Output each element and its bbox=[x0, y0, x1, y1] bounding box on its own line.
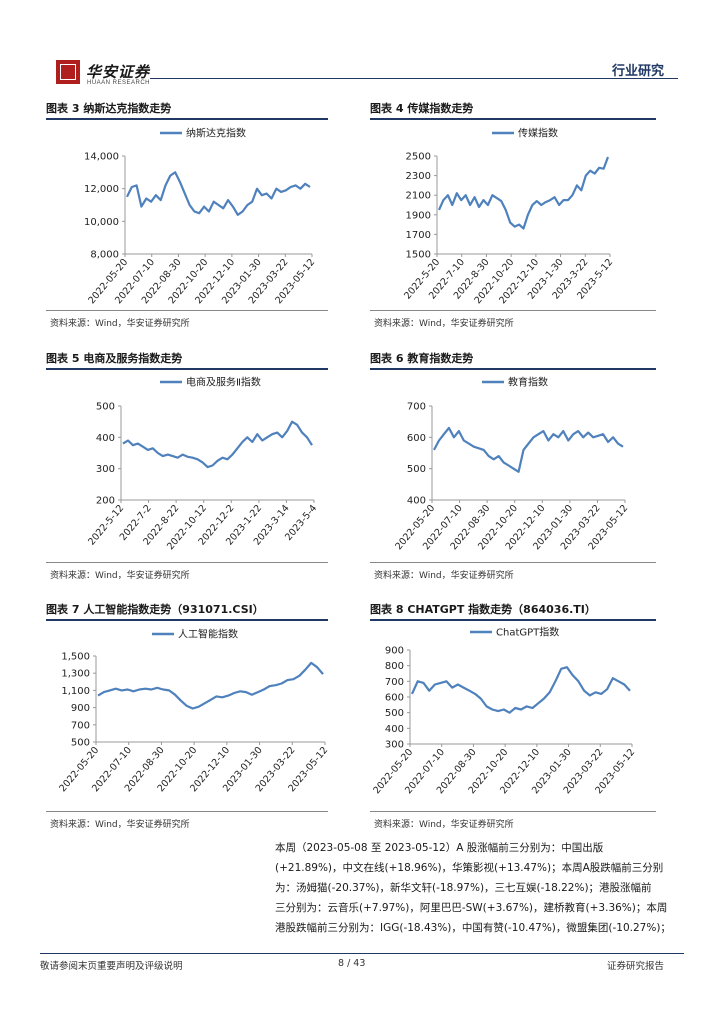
y-tick-label: 600 bbox=[407, 433, 426, 444]
figure-title-rule bbox=[46, 368, 328, 370]
y-tick-label: 400 bbox=[385, 724, 404, 735]
figure-source-rule bbox=[370, 562, 656, 563]
figure-title: 图表 4 传媒指数走势 bbox=[370, 102, 474, 115]
y-tick-label: 1700 bbox=[406, 230, 431, 241]
y-tick-label: 500 bbox=[96, 402, 115, 413]
figure-source: 资料来源：Wind，华安证券研究所 bbox=[50, 319, 190, 329]
y-tick-label: 400 bbox=[407, 496, 426, 507]
figure-title: 图表 7 人工智能指数走势（931071.CSI） bbox=[46, 603, 264, 616]
summary-line: 为：汤姆猫(-20.37%)，新华文轩(-18.97%)，三七互娱(-18.22… bbox=[275, 882, 652, 894]
figure-source: 资料来源：Wind，华安证券研究所 bbox=[374, 319, 514, 329]
y-tick-label: 900 bbox=[385, 646, 404, 657]
y-tick-label: 14,000 bbox=[84, 152, 119, 163]
y-tick-label: 1500 bbox=[406, 250, 431, 261]
figure-source-rule bbox=[46, 811, 328, 812]
company-logo bbox=[56, 60, 80, 84]
figure-source: 资料来源：Wind，华安证券研究所 bbox=[374, 571, 514, 581]
y-tick-label: 2100 bbox=[406, 191, 431, 202]
legend-label: 纳斯达克指数 bbox=[186, 127, 246, 140]
report-type: 证券研究报告 bbox=[606, 961, 664, 972]
y-tick-label: 500 bbox=[385, 708, 404, 719]
y-tick-label: 900 bbox=[71, 703, 90, 714]
series-line bbox=[410, 666, 631, 714]
figure-title-rule bbox=[370, 368, 656, 370]
brand-name: 华安证券 bbox=[86, 63, 151, 81]
y-tick-label: 1900 bbox=[406, 210, 431, 221]
legend-label: 人工智能指数 bbox=[178, 628, 238, 641]
figure-title-rule bbox=[370, 118, 656, 120]
figure-source: 资料来源：Wind，华安证券研究所 bbox=[374, 820, 514, 830]
y-tick-label: 300 bbox=[96, 464, 115, 475]
legend-label: 电商及服务Ⅱ指数 bbox=[186, 376, 261, 389]
header-rule bbox=[150, 78, 678, 79]
figure-title-rule bbox=[370, 619, 656, 621]
y-tick-label: 500 bbox=[71, 738, 90, 749]
summary-line: (+21.89%)，中文在线(+18.96%)，华策影视(+13.47%)；本周… bbox=[275, 862, 664, 874]
y-tick-label: 700 bbox=[407, 402, 426, 413]
y-tick-label: 2300 bbox=[406, 171, 431, 182]
series-line bbox=[97, 661, 324, 710]
series-line bbox=[433, 426, 624, 473]
y-tick-label: 700 bbox=[71, 720, 90, 731]
figure-title-rule bbox=[46, 118, 328, 120]
figure-source: 资料来源：Wind，华安证券研究所 bbox=[50, 571, 190, 581]
figure-source-rule bbox=[46, 562, 328, 563]
y-tick-label: 200 bbox=[96, 496, 115, 507]
figure-title: 图表 5 电商及服务指数走势 bbox=[46, 352, 183, 365]
figure-title: 图表 8 CHATGPT 指数走势（864036.TI） bbox=[370, 603, 596, 616]
legend-label: ChatGPT指数 bbox=[496, 626, 559, 639]
figure-source: 资料来源：Wind，华安证券研究所 bbox=[50, 820, 190, 830]
series-line bbox=[122, 420, 313, 469]
summary-line: 港股跌幅前三分别为：IGG(-18.43%)，中国有赞(-10.47%)，微盟集… bbox=[275, 922, 671, 934]
y-tick-label: 1,300 bbox=[61, 669, 90, 680]
section-label: 行业研究 bbox=[611, 64, 664, 79]
disclaimer-note: 敬请参阅末页重要声明及评级说明 bbox=[40, 961, 183, 972]
y-tick-label: 2500 bbox=[406, 152, 431, 163]
page-number: 8 / 43 bbox=[338, 958, 366, 969]
figure-source-rule bbox=[370, 811, 656, 812]
summary-line: 三分别为：云音乐(+7.97%)，阿里巴巴-SW(+3.67%)，建桥教育(+3… bbox=[275, 902, 668, 914]
y-tick-label: 8,000 bbox=[90, 250, 119, 261]
series-line bbox=[126, 171, 311, 216]
y-tick-label: 1,500 bbox=[61, 652, 90, 663]
figure-title: 图表 3 纳斯达克指数走势 bbox=[46, 102, 172, 115]
y-tick-label: 10,000 bbox=[84, 217, 119, 228]
figure-source-rule bbox=[46, 310, 328, 311]
legend-label: 教育指数 bbox=[508, 376, 548, 389]
series-line bbox=[437, 156, 610, 230]
legend-label: 传媒指数 bbox=[518, 127, 558, 140]
y-tick-label: 700 bbox=[385, 677, 404, 688]
figure-title: 图表 6 教育指数走势 bbox=[370, 352, 474, 365]
figure-source-rule bbox=[370, 310, 656, 311]
brand-subtitle: HUAAN RESEARCH bbox=[87, 80, 151, 86]
figure-title-rule bbox=[46, 619, 328, 621]
y-tick-label: 1,100 bbox=[61, 686, 90, 697]
summary-line: 本周（2023-05-08 至 2023-05-12）A 股涨幅前三分别为：中国… bbox=[275, 842, 604, 854]
weekly-summary: 本周（2023-05-08 至 2023-05-12）A 股涨幅前三分别为：中国… bbox=[275, 838, 685, 938]
y-tick-label: 12,000 bbox=[84, 184, 119, 195]
y-tick-label: 800 bbox=[385, 661, 404, 672]
y-tick-label: 300 bbox=[385, 740, 404, 751]
y-tick-label: 600 bbox=[385, 693, 404, 704]
footer-rule bbox=[40, 953, 684, 954]
y-tick-label: 500 bbox=[407, 464, 426, 475]
y-tick-label: 400 bbox=[96, 433, 115, 444]
